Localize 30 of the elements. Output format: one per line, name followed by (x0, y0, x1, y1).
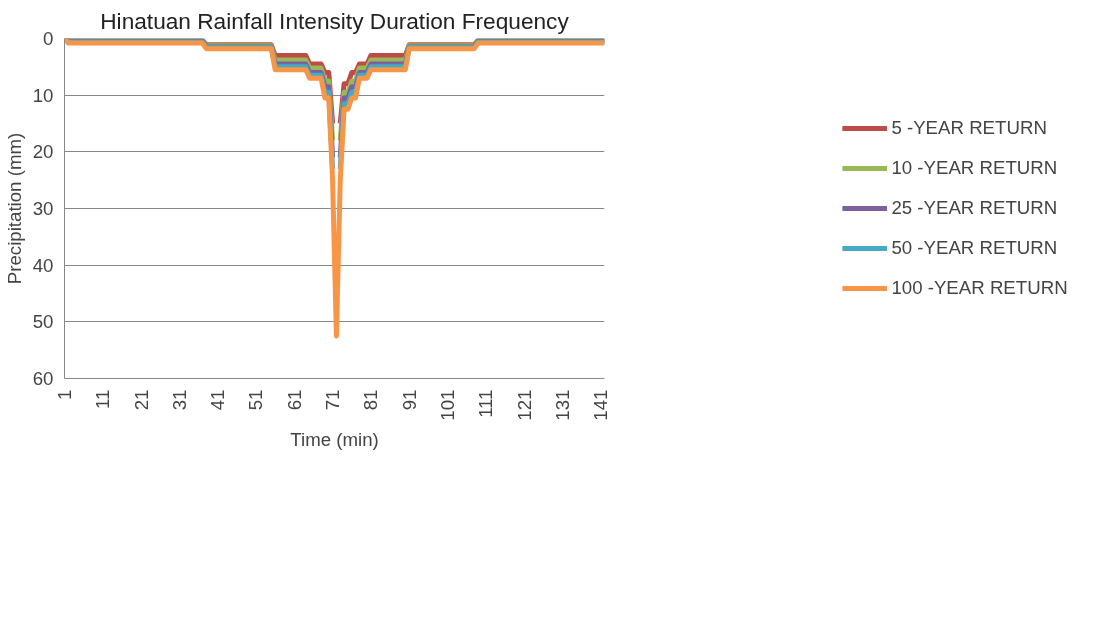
legend-label: 100 -YEAR RETURN (891, 277, 1068, 299)
x-tick-label: 71 (322, 389, 344, 411)
x-tick-label: 131 (551, 389, 573, 421)
y-tick-label: 0 (43, 28, 54, 49)
x-tick-label: 111 (475, 389, 497, 418)
x-tick-label: 41 (207, 389, 229, 411)
y-tick-label: 20 (32, 141, 54, 163)
x-tick-label: 11 (92, 389, 114, 409)
x-tick-label: 1 (54, 389, 75, 400)
x-tick-label: 121 (513, 389, 535, 421)
x-tick-label: 61 (283, 389, 305, 411)
chart-title: Hinatuan Rainfall Intensity Duration Frequency (100, 7, 570, 34)
y-axis-title: Precipitation (mm) (3, 132, 25, 285)
legend-label: 25 -YEAR RETURN (891, 197, 1058, 219)
x-tick-label: 101 (436, 389, 458, 421)
x-axis-title: Time (min) (290, 428, 379, 450)
x-tick-label: 21 (130, 389, 152, 411)
y-tick-label: 40 (32, 254, 54, 276)
y-tick-label: 30 (32, 198, 54, 219)
x-tick-label: 81 (360, 389, 382, 411)
x-tick-label: 51 (245, 389, 267, 411)
y-tick-label: 10 (32, 84, 54, 106)
x-tick-label: 141 (590, 389, 612, 421)
x-tick-label: 91 (398, 389, 420, 411)
legend-label: 10 -YEAR RETURN (891, 157, 1058, 179)
y-tick-label: 50 (32, 311, 54, 333)
x-tick-label: 31 (168, 389, 190, 411)
legend-label: 50 -YEAR RETURN (891, 237, 1058, 259)
y-tick-label: 60 (32, 368, 54, 389)
legend-label: 5 -YEAR RETURN (891, 117, 1047, 139)
